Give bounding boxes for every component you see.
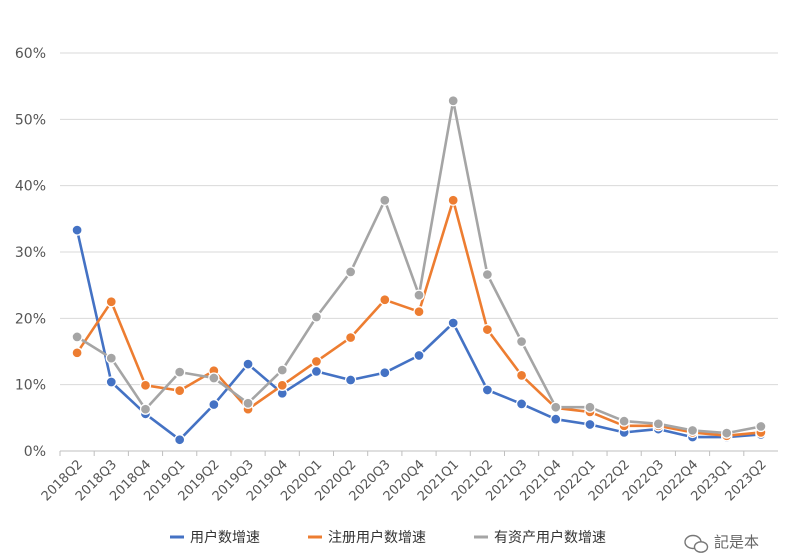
data-point bbox=[208, 372, 220, 384]
legend-label: 用户数增速 bbox=[190, 529, 260, 546]
y-tick-label: 60% bbox=[15, 46, 46, 62]
data-point bbox=[174, 384, 186, 397]
data-point bbox=[481, 323, 494, 336]
y-tick-label: 20% bbox=[15, 311, 46, 327]
data-point bbox=[310, 355, 323, 368]
data-point bbox=[721, 427, 733, 439]
data-point bbox=[242, 358, 254, 370]
series-line bbox=[76, 99, 762, 435]
data-point bbox=[413, 306, 425, 318]
data-point bbox=[447, 194, 459, 206]
data-point bbox=[515, 335, 528, 348]
data-point bbox=[174, 434, 186, 446]
data-point bbox=[686, 424, 699, 437]
x-axis-ticks: 2018Q22018Q32018Q42019Q12019Q22019Q32019… bbox=[39, 451, 770, 504]
data-point bbox=[71, 331, 83, 343]
data-point bbox=[584, 418, 596, 431]
legend: 用户数增速 注册用户数增速 有资产用户数增速 bbox=[170, 529, 606, 546]
data-point bbox=[242, 397, 254, 409]
y-tick-label: 30% bbox=[15, 245, 46, 261]
data-point bbox=[379, 194, 391, 206]
data-point bbox=[105, 352, 117, 364]
data-point bbox=[344, 331, 357, 344]
data-point bbox=[174, 366, 186, 378]
data-point bbox=[652, 418, 664, 430]
gridlines bbox=[60, 52, 778, 452]
data-point bbox=[310, 311, 323, 323]
data-point bbox=[550, 413, 562, 425]
legend-label: 注册用户数增速 bbox=[328, 529, 426, 546]
data-point bbox=[550, 401, 562, 413]
data-point bbox=[379, 367, 391, 379]
data-point bbox=[139, 379, 152, 391]
y-tick-label: 0% bbox=[24, 444, 46, 460]
data-point bbox=[755, 420, 767, 433]
data-point bbox=[481, 384, 494, 396]
data-point bbox=[447, 317, 459, 329]
data-point bbox=[618, 415, 630, 427]
y-axis-ticks: 0% 10% 20% 30% 40% 50% 60% bbox=[15, 46, 46, 460]
data-point bbox=[105, 296, 117, 308]
data-point bbox=[139, 403, 152, 415]
data-point bbox=[310, 365, 323, 378]
y-tick-label: 50% bbox=[15, 112, 46, 128]
data-point bbox=[208, 398, 220, 411]
data-point bbox=[344, 266, 357, 278]
data-point bbox=[71, 347, 83, 359]
y-tick-label: 40% bbox=[15, 179, 46, 195]
data-point bbox=[515, 369, 528, 382]
wechat-icon bbox=[684, 534, 709, 553]
data-point bbox=[413, 289, 425, 301]
data-point bbox=[379, 294, 391, 306]
series-points bbox=[71, 95, 767, 446]
data-point bbox=[481, 268, 494, 281]
data-point bbox=[447, 95, 459, 107]
series-line bbox=[75, 229, 762, 441]
data-point bbox=[105, 376, 117, 388]
y-tick-label: 10% bbox=[15, 378, 46, 394]
data-point bbox=[71, 224, 83, 236]
watermark-text: 記是本 bbox=[714, 533, 759, 551]
legend-label: 有资产用户数增速 bbox=[494, 529, 606, 546]
data-point bbox=[413, 349, 425, 362]
data-point bbox=[276, 364, 288, 376]
data-point bbox=[276, 379, 288, 391]
data-point bbox=[344, 374, 357, 386]
data-point bbox=[584, 401, 596, 413]
watermark: 記是本 bbox=[684, 533, 759, 553]
data-point bbox=[515, 398, 528, 410]
